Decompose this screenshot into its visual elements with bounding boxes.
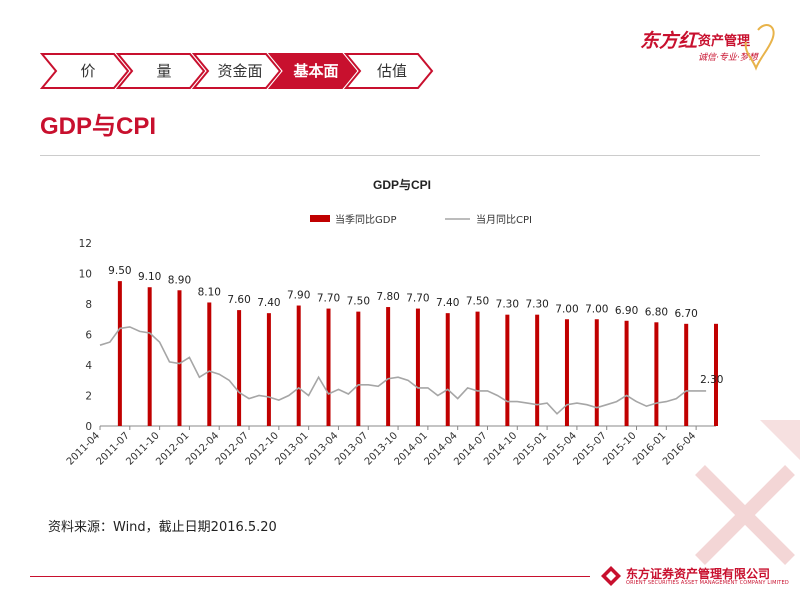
nav-tab-valuation[interactable]: 估值	[344, 52, 434, 90]
title-divider	[40, 155, 760, 156]
gdp-data-label: 9.10	[138, 271, 161, 283]
y-tick-label: 12	[79, 238, 92, 250]
cpi-end-label: 2.30	[700, 374, 723, 386]
nav-tab-shape	[344, 53, 434, 89]
gdp-bar	[117, 281, 122, 426]
gdp-data-label: 7.70	[317, 293, 340, 305]
nav-tab-volume[interactable]: 量	[116, 52, 206, 90]
y-tick-label: 6	[85, 330, 92, 342]
logo-suffix: 资产管理	[698, 34, 751, 49]
chart-title: GDP与CPI	[373, 178, 431, 192]
gdp-data-label: 9.50	[108, 265, 131, 277]
gdp-bar	[714, 323, 718, 426]
legend-label-cpi: 当月同比CPI	[476, 213, 532, 226]
gdp-bar	[296, 305, 301, 426]
nav-tab-shape	[116, 53, 206, 89]
nav-tab-label: 价	[80, 62, 96, 80]
gdp-bar	[594, 319, 599, 426]
legend-label-gdp: 当季同比GDP	[335, 213, 396, 226]
gdp-data-label: 7.30	[525, 299, 548, 311]
cpi-line	[99, 326, 707, 415]
nav-ribbon: 价 量 资金面 基本面 估值	[40, 52, 440, 90]
source-note: 资料来源：Wind，截止日期2016.5.20	[48, 520, 277, 535]
gdp-data-label: 7.30	[496, 299, 519, 311]
nav-tab-price[interactable]: 价	[40, 52, 130, 90]
gdp-cpi-chart: GDP与CPI 当季同比GDP 当月同比CPI 0246810122011-04…	[65, 178, 724, 468]
gdp-data-label: 6.90	[615, 305, 638, 317]
gdp-bar	[147, 287, 152, 426]
gdp-bar	[505, 314, 510, 426]
gdp-bar	[624, 320, 629, 426]
y-tick-label: 0	[85, 421, 92, 433]
gdp-bar	[535, 314, 540, 426]
gdp-data-label: 6.80	[645, 306, 668, 318]
y-tick-label: 2	[85, 391, 92, 403]
decorative-watermark-icon	[695, 420, 800, 565]
gdp-bar	[684, 323, 689, 426]
legend-swatch-gdp	[310, 215, 330, 222]
logo-brand: 东方红	[640, 30, 698, 52]
gdp-bar	[564, 319, 569, 426]
gdp-data-label: 7.50	[347, 296, 370, 308]
gdp-data-label: 7.40	[436, 297, 459, 309]
gdp-bar	[654, 322, 659, 426]
gdp-bar	[356, 311, 361, 426]
y-tick-label: 4	[85, 360, 92, 372]
gdp-bar	[266, 313, 271, 426]
gdp-bar	[386, 307, 391, 426]
company-emblem-icon	[601, 566, 621, 586]
nav-tab-label: 基本面	[293, 62, 339, 80]
nav-tab-shape	[192, 53, 282, 89]
chart-legend: 当季同比GDP 当月同比CPI	[310, 213, 532, 226]
brand-logo: 东方红 资产管理 诚信·专业·梦想	[640, 18, 780, 78]
nav-tab-shape	[40, 53, 130, 89]
gdp-bar	[177, 290, 182, 426]
gdp-bar	[207, 302, 212, 426]
gdp-data-label: 7.90	[287, 290, 310, 302]
gdp-bar	[326, 308, 331, 426]
gdp-bar	[415, 308, 420, 426]
cpi-series-line	[99, 326, 707, 415]
gdp-bar	[475, 311, 480, 426]
y-tick-label: 8	[85, 299, 92, 311]
gdp-data-label: 7.80	[376, 291, 399, 303]
gdp-bar	[445, 313, 450, 426]
data-labels: 9.50 9.10 8.90 8.10 7.60 7.40 7.90 7.70 7.50 7.80…	[108, 265, 723, 386]
gdp-data-label: 7.70	[406, 293, 429, 305]
nav-tab-fundamentals[interactable]: 基本面	[268, 52, 358, 90]
gdp-data-label: 7.00	[585, 303, 608, 315]
gdp-data-label: 7.40	[257, 297, 280, 309]
gdp-data-label: 8.10	[198, 286, 221, 298]
footer-company-en: ORIENT SECURITIES ASSET MANAGEMENT COMPA…	[626, 580, 789, 586]
gdp-bar	[237, 310, 242, 426]
gdp-data-label: 7.00	[555, 303, 578, 315]
nav-tab-label: 估值	[376, 62, 407, 80]
footer-divider	[30, 576, 590, 577]
gdp-bars	[117, 281, 718, 426]
gdp-data-label: 6.70	[674, 308, 697, 320]
gdp-data-label: 7.60	[227, 294, 250, 306]
nav-tab-shape	[268, 53, 358, 89]
footer-logo: 东方证券资产管理有限公司 ORIENT SECURITIES ASSET MAN…	[600, 565, 789, 589]
nav-tab-label: 量	[156, 62, 172, 80]
logo-slogan: 诚信·专业·梦想	[698, 53, 758, 63]
gdp-data-label: 8.90	[168, 274, 191, 286]
footer-company-name: 东方证券资产管理有限公司	[626, 567, 771, 581]
page-title: GDP与CPI	[40, 113, 157, 140]
chart-axes: 0246810122011-042011-072011-102012-01201…	[65, 238, 716, 468]
nav-tab-funding[interactable]: 资金面	[192, 52, 282, 90]
nav-tab-label: 资金面	[217, 62, 263, 80]
heart-swoosh-icon	[744, 24, 775, 71]
gdp-data-label: 7.50	[466, 296, 489, 308]
y-tick-label: 10	[79, 269, 92, 281]
